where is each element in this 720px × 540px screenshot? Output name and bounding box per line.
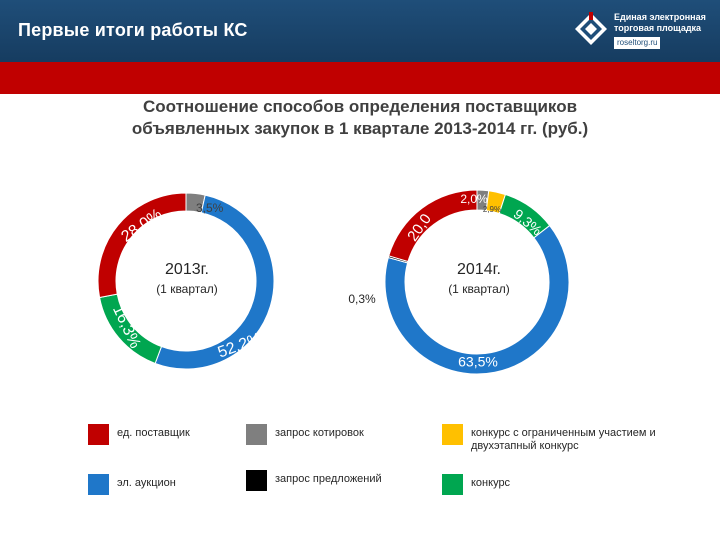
chart1-center-line1: 2013г.	[165, 261, 209, 278]
slide-title-line1: Соотношение способов определения поставщ…	[142, 97, 578, 116]
logo-url: roseltorg.ru	[614, 37, 661, 49]
chart2-slice-el_auktsion	[384, 224, 570, 375]
chart2-label-zapros_kotirovok: 2,0%	[460, 192, 488, 206]
chart2-label-zapros_predlozheniy: 0,3%	[348, 292, 376, 306]
accent-band	[0, 62, 720, 94]
slide-title-line2: объявленных закупок в 1 квартале 2013-20…	[131, 119, 589, 138]
chart2-label-konkurs_ogr: 2,9%	[483, 205, 501, 214]
logo-text: Единая электронная торговая площадка	[614, 12, 714, 34]
roseltorg-logo: Единая электронная торговая площадка ros…	[574, 10, 714, 54]
slide-title: Соотношение способов определения поставщ…	[60, 96, 660, 140]
chart2-slice-ed_postavshik	[388, 189, 478, 263]
chart2-center-line1: 2014г.	[457, 261, 501, 278]
logo-text-line1: Единая электронная	[614, 12, 706, 22]
header-bar: Первые итоги работы КС Единая электронна…	[0, 0, 720, 62]
chart1-slice-ed_postavshik	[97, 192, 187, 299]
chart2-center-line2: (1 квартал)	[448, 282, 510, 296]
logo-text-line2: торговая площадка	[614, 23, 702, 33]
chart2-label-el_auktsion: 63,5%	[458, 354, 498, 370]
chart1-label-zapros_kotirovok: 3,5%	[196, 201, 224, 215]
logo-mark-icon	[575, 12, 607, 45]
chart1-center-line2: (1 квартал)	[156, 282, 218, 296]
page-title: Первые итоги работы КС	[18, 20, 248, 40]
